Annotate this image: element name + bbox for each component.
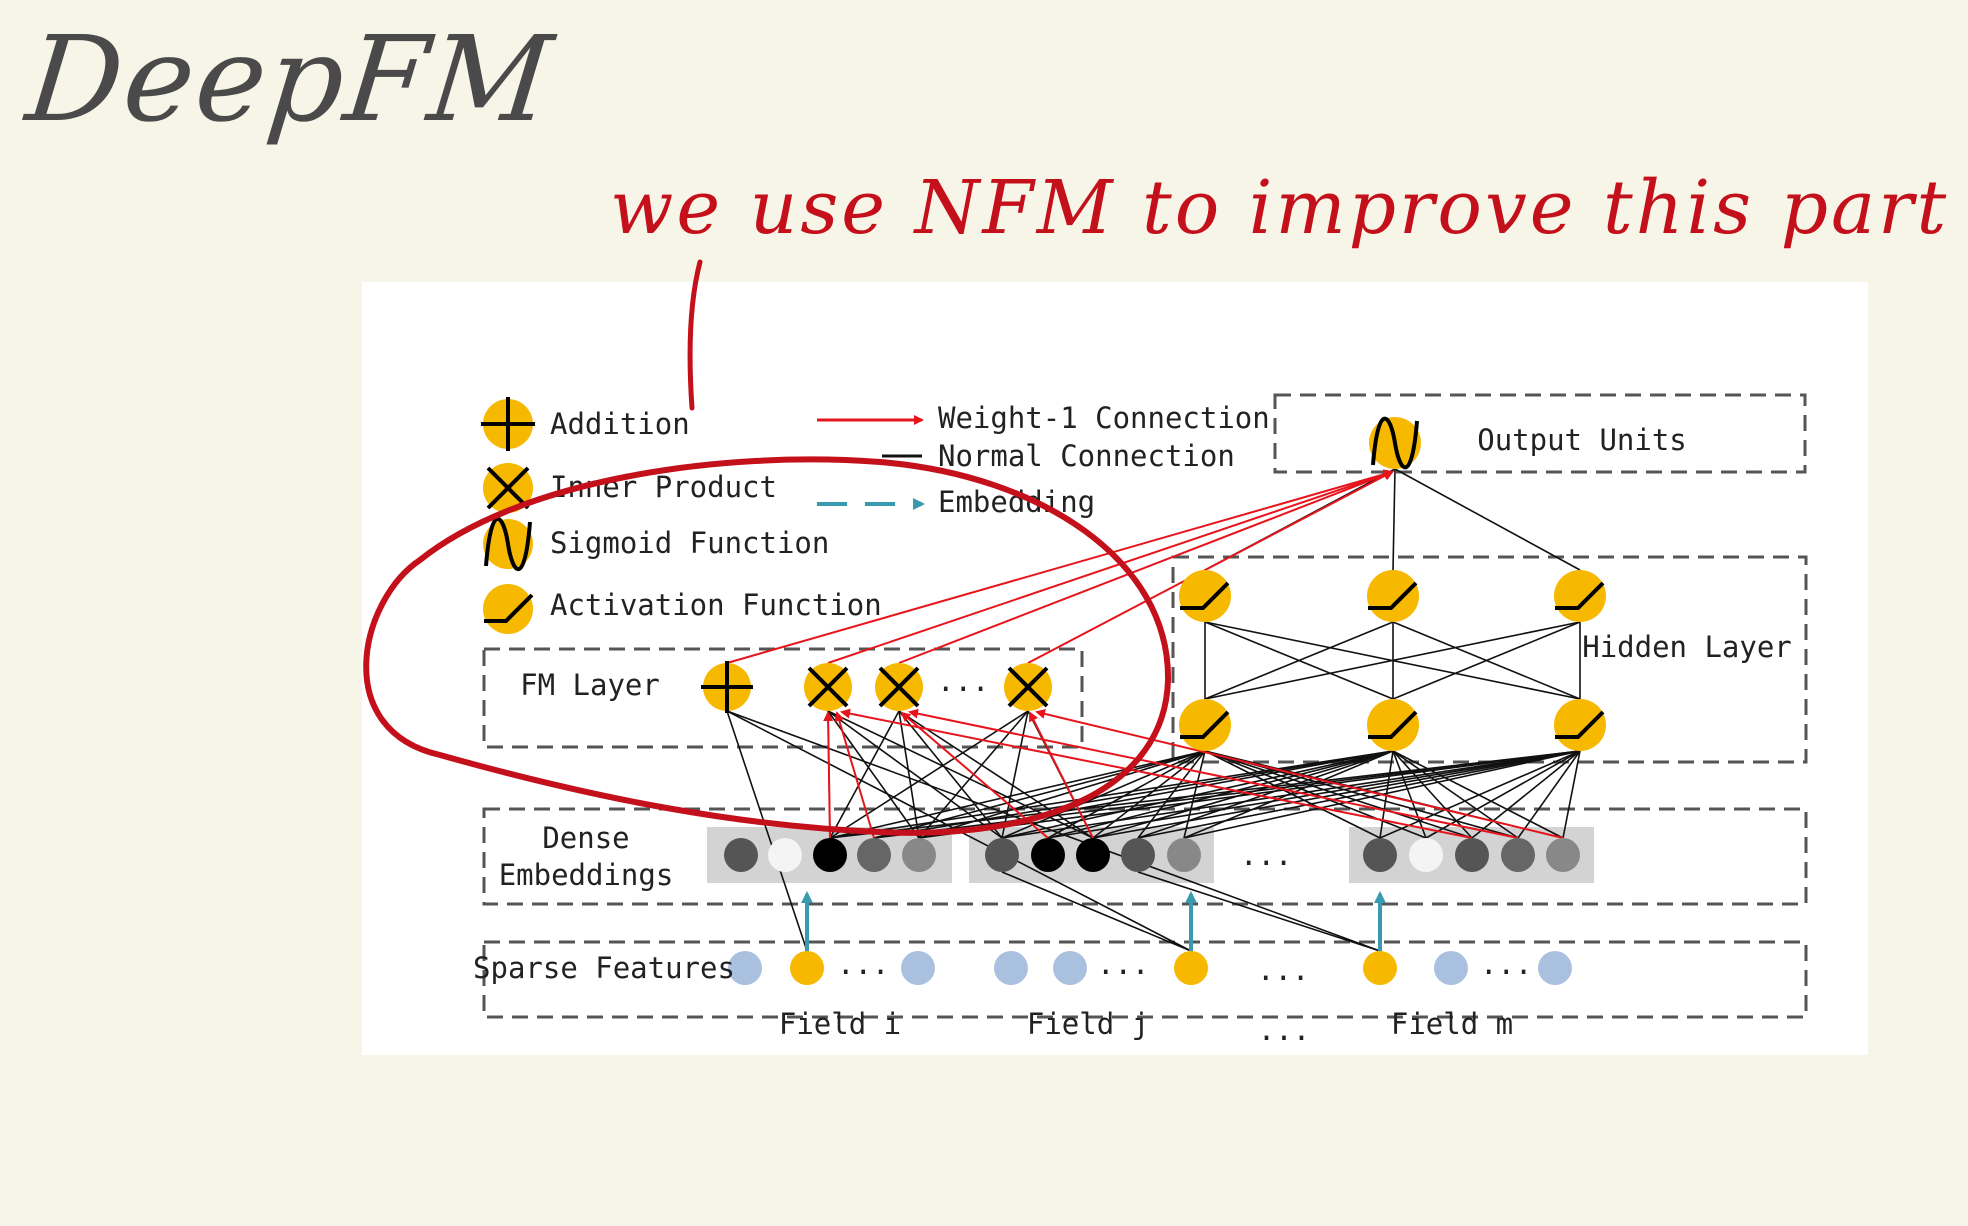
sparse-feature-nodes: [728, 951, 1572, 985]
activation-icon: [1367, 699, 1419, 751]
field-m-label: Field m: [1391, 1007, 1513, 1041]
dense-to-hidden-connection: [1379, 750, 1581, 839]
hidden-connection: [1392, 621, 1581, 700]
dense-embedding-nodes: [724, 838, 1580, 872]
dense-embeddings-label-line2: Embeddings: [499, 858, 674, 892]
fields-ellipsis: ...: [1258, 1013, 1310, 1047]
sparse-ellipsis-m: ...: [1480, 947, 1532, 981]
dense-to-product-connection: [823, 711, 834, 839]
dense-to-hidden-connection: [1392, 750, 1473, 839]
hidden-layer-label: Hidden Layer: [1582, 630, 1792, 664]
embed-node: [902, 838, 936, 872]
product-to-dense-connection: [829, 710, 900, 839]
embed-node: [1546, 838, 1580, 872]
embed-node: [1076, 838, 1110, 872]
handwritten-annotation: we use NFM to improve this part: [610, 165, 1950, 251]
dense-to-hidden-connection: [1379, 750, 1394, 839]
field-j-label: Field j: [1027, 1007, 1149, 1041]
sparse-ellipsis-i: ...: [837, 947, 889, 981]
field-i-label: Field i: [779, 1007, 901, 1041]
embed-node: [1031, 838, 1065, 872]
dense-ellipsis: ...: [1240, 838, 1292, 872]
sparse-ellipsis-j: ...: [1097, 947, 1149, 981]
addition-icon: [701, 661, 753, 713]
activation-icon: [1367, 570, 1419, 622]
hidden-layer-nodes: [1179, 570, 1606, 751]
dense-to-hidden-connection: [1392, 750, 1519, 839]
embed-node: [857, 838, 891, 872]
hidden-connection: [1204, 621, 1581, 700]
embed-node: [985, 838, 1019, 872]
sigmoid-output-icon: [1369, 416, 1421, 470]
inner-product-icon: [804, 663, 852, 711]
output-units-box: [1273, 393, 1807, 474]
sparse-node: [1538, 951, 1572, 985]
dense-to-hidden-connection: [1517, 750, 1581, 839]
embedding-link: [1001, 871, 1192, 952]
fm-layer-nodes: [701, 661, 1052, 713]
sparse-features-label: Sparse Features: [473, 951, 735, 985]
embed-node: [1409, 838, 1443, 872]
deepfm-diagram: Addition Inner Product Sigmoid Function …: [473, 393, 1808, 1047]
embed-node: [813, 838, 847, 872]
embed-node: [1121, 838, 1155, 872]
sparse-node-active: [1363, 951, 1397, 985]
activation-icon: [1554, 699, 1606, 751]
dense-to-hidden-connection: [1471, 750, 1581, 839]
dense-to-hidden-connection: [1001, 750, 1581, 839]
sparse-node: [901, 951, 935, 985]
output-connection: [1392, 468, 1396, 571]
legend-inner-product-label: Inner Product: [550, 470, 777, 504]
sparse-node-active: [790, 951, 824, 985]
embed-node: [1167, 838, 1201, 872]
dense-to-hidden-connection: [1137, 750, 1581, 839]
embed-node: [768, 838, 802, 872]
dense-to-hidden-connection: [1092, 750, 1581, 839]
sparse-node: [994, 951, 1028, 985]
legend-embedding-label: Embedding: [938, 485, 1095, 519]
dense-embeddings-label-line1: Dense: [542, 821, 629, 855]
legend-normal-label: Normal Connection: [938, 439, 1235, 473]
dense-to-hidden-connection: [1562, 750, 1581, 839]
sparse-node: [1434, 951, 1468, 985]
fm-to-output-connection: [827, 469, 1394, 664]
activation-icon: [1179, 570, 1231, 622]
hidden-connection: [1204, 621, 1394, 700]
legend-sigmoid-label: Sigmoid Function: [550, 526, 829, 560]
legend-weight1-label: Weight-1 Connection: [938, 401, 1270, 435]
embed-node: [1501, 838, 1535, 872]
sparse-node: [1053, 951, 1087, 985]
sparse-ellipsis-between: ...: [1257, 953, 1309, 987]
embedding-link: [1137, 871, 1381, 952]
legend-addition-label: Addition: [550, 407, 690, 441]
sigmoid-icon: [483, 516, 533, 572]
activation-icon: [1554, 570, 1606, 622]
deepfm-figure: Addition Inner Product Sigmoid Function …: [362, 282, 1868, 1055]
activation-icon: [483, 584, 534, 634]
inner-product-icon: [1004, 663, 1052, 711]
sparse-node-active: [1174, 951, 1208, 985]
embed-node: [1363, 838, 1397, 872]
output-units-label: Output Units: [1477, 423, 1687, 457]
output-connection: [1394, 468, 1581, 571]
sparse-node: [728, 951, 762, 985]
embed-node: [1455, 838, 1489, 872]
inner-product-icon: [483, 463, 533, 513]
page-title: DeepFM: [20, 10, 560, 148]
fm-ellipsis: ...: [937, 664, 989, 698]
legend-activation-label: Activation Function: [550, 588, 882, 622]
dense-to-hidden-connection: [1137, 750, 1394, 839]
fm-layer-label: FM Layer: [520, 668, 660, 702]
embed-node: [724, 838, 758, 872]
dense-to-hidden-connection: [1392, 750, 1427, 839]
sparse-features-box: [482, 940, 1808, 1019]
addition-icon: [481, 397, 535, 451]
activation-icon: [1179, 699, 1231, 751]
inner-product-icon: [875, 663, 923, 711]
